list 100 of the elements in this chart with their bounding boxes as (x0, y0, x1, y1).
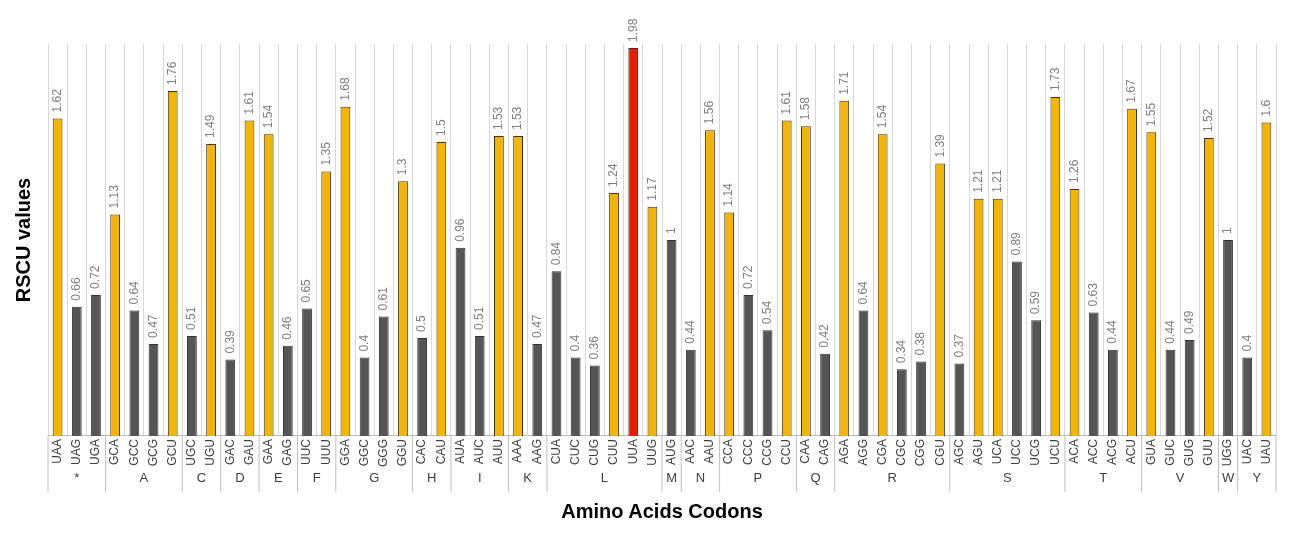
x-axis-title: Amino Acids Codons (561, 499, 763, 522)
x-tick-label: UGG (1220, 439, 1235, 467)
x-tick-label: CGG (913, 439, 928, 467)
text: D (235, 469, 245, 485)
text: W (1221, 469, 1235, 485)
data-label: 0.89 (1009, 231, 1024, 256)
x-tick-label: GAG (280, 439, 295, 466)
data-label: 1.55 (1143, 102, 1158, 127)
data-label: 0.65 (299, 278, 314, 303)
data-label: 1.21 (990, 169, 1005, 193)
x-tick-label: GAA (260, 439, 275, 465)
text: V (1175, 469, 1185, 485)
x-tick-label: UAA (49, 439, 64, 464)
x-tick-label: UCC (1009, 438, 1024, 465)
text: R (887, 469, 897, 485)
x-tick-label: AUG (663, 439, 678, 466)
data-label: 1.21 (970, 169, 985, 193)
x-tick-label: AAA (510, 439, 525, 464)
x-tick-label: CUC (567, 438, 582, 465)
x-tick-label: CGA (874, 439, 889, 466)
data-label: 0.42 (817, 324, 832, 348)
data-label: 0.34 (894, 339, 909, 364)
data-label: 1.62 (49, 88, 64, 113)
x-tick-label: CAA (798, 439, 813, 464)
x-tick-label: UUA (625, 439, 640, 465)
x-tick-label: CAC (414, 438, 429, 465)
data-label: 1.61 (241, 90, 256, 115)
data-label: 1.73 (1047, 67, 1062, 91)
data-label: 1.13 (107, 184, 122, 209)
text: Y (1252, 469, 1262, 485)
x-tick-label: UAC (1239, 438, 1254, 465)
data-label: 0.54 (759, 300, 774, 325)
text: * (74, 469, 80, 485)
data-label: 0.38 (913, 331, 928, 356)
x-tick-label: ACG (1105, 439, 1120, 466)
data-label: 1.39 (932, 133, 947, 158)
x-tick-label: GUU (1201, 439, 1216, 466)
data-label: 0.84 (548, 241, 563, 266)
data-label: 1.54 (874, 104, 889, 129)
data-label: 1.61 (779, 90, 794, 115)
data-label: 0.39 (222, 329, 237, 354)
text: Q (810, 469, 821, 485)
x-tick-label: CUG (587, 439, 602, 466)
x-tick-label: GGA (337, 439, 352, 466)
data-label: 0.59 (1028, 290, 1043, 315)
data-label: 0.47 (145, 314, 160, 338)
data-label: 0.49 (1181, 310, 1196, 334)
y-axis-title: RSCU values (11, 177, 34, 303)
data-label: 0.4 (567, 334, 582, 352)
text: H (427, 469, 437, 485)
data-label: 0.64 (126, 280, 141, 305)
data-label: 0.44 (1162, 320, 1177, 344)
x-tick-label: CCU (779, 439, 794, 465)
data-label: 1.53 (510, 106, 525, 131)
data-label: 0.64 (855, 280, 870, 305)
text: T (1099, 469, 1108, 485)
data-label: 1.68 (337, 77, 352, 101)
x-tick-label: UCU (1047, 439, 1062, 465)
x-tick-label: UGA (88, 439, 103, 466)
x-tick-label: ACC (1086, 438, 1101, 465)
x-tick-label: UAU (1258, 439, 1273, 465)
data-label: 0.4 (356, 334, 371, 352)
data-label: 1.14 (721, 182, 736, 207)
x-tick-label: ACU (1124, 439, 1139, 465)
text: N (695, 469, 706, 485)
text: F (312, 469, 321, 485)
data-label: 1.67 (1124, 79, 1139, 103)
data-label: 1.76 (165, 61, 180, 86)
data-label: 0.51 (472, 306, 487, 331)
data-label: 1.49 (203, 114, 218, 138)
text: P (753, 469, 763, 485)
x-tick-label: CGU (932, 439, 947, 466)
x-tick-label: AGG (855, 439, 870, 466)
x-tick-label: UAG (69, 439, 84, 466)
data-label: 1.53 (491, 106, 506, 131)
data-label: 1 (663, 227, 678, 234)
x-tick-label: GCC (126, 438, 141, 466)
data-label: 1.26 (1066, 159, 1081, 184)
x-tick-label: UUU (318, 439, 333, 465)
x-tick-label: CCG (759, 439, 774, 466)
data-label: 1.71 (836, 71, 851, 95)
text: E (273, 469, 283, 485)
x-tick-label: AGC (951, 438, 966, 466)
x-tick-label: GCA (107, 439, 122, 466)
text: I (477, 469, 482, 485)
data-label: 1.56 (702, 100, 717, 125)
x-tick-label: ACA (1066, 439, 1081, 464)
data-label: 0.36 (587, 335, 602, 360)
text: S (1003, 469, 1013, 485)
x-tick-label: GUA (1143, 439, 1158, 466)
data-label: 1.24 (606, 163, 621, 187)
x-tick-label: CAU (433, 439, 448, 465)
x-tick-label: CGC (894, 438, 909, 466)
data-label: 1.54 (260, 104, 275, 129)
x-tick-label: GUC (1162, 438, 1177, 466)
data-label: 0.61 (376, 286, 391, 311)
data-label: 0.51 (184, 306, 199, 331)
data-label: 0.66 (69, 276, 84, 301)
x-tick-label: GCG (145, 439, 160, 467)
text: G (369, 469, 380, 485)
